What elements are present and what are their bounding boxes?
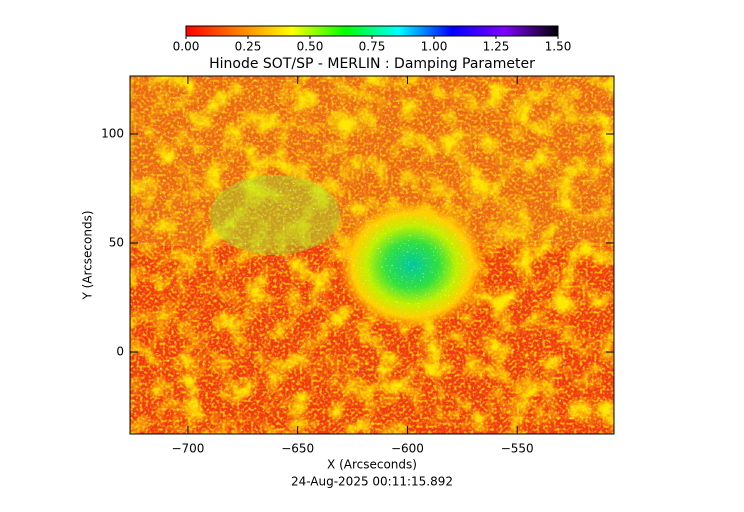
y-tick-label: 0 — [116, 345, 124, 359]
plot-frame — [129, 75, 615, 435]
colorbar-tick-label: 0.00 — [173, 40, 200, 54]
colorbar — [185, 25, 559, 37]
colorbar-tick-label: 0.25 — [235, 40, 262, 54]
x-tick-label: −600 — [391, 442, 424, 456]
x-tick-label: −550 — [501, 442, 534, 456]
x-tick-label: −650 — [281, 442, 314, 456]
x-axis-label: X (Arcseconds) — [327, 458, 417, 472]
colorbar-tick-label: 1.25 — [483, 40, 510, 54]
x-tick-label: −700 — [171, 442, 204, 456]
colorbar-tick-label: 0.75 — [359, 40, 386, 54]
colorbar-tick-label: 1.50 — [545, 40, 572, 54]
solar-image — [130, 76, 614, 434]
y-axis-label: Y (Arcseconds) — [81, 210, 95, 300]
y-tick-label: 100 — [101, 126, 124, 140]
colorbar-tick-label: 0.50 — [297, 40, 324, 54]
colorbar-tick-label: 1.00 — [421, 40, 448, 54]
y-tick-label: 50 — [109, 236, 124, 250]
chart-title: Hinode SOT/SP - MERLIN : Damping Paramet… — [209, 56, 535, 72]
footer: 24-Aug-2025 00:11:15.892 — [291, 475, 453, 489]
